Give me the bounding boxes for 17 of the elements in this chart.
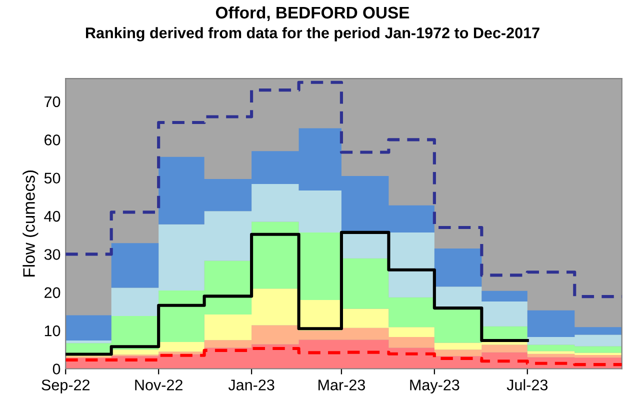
x-tick-label: May-23 xyxy=(410,380,460,394)
y-tick-label: 40 xyxy=(44,210,60,222)
y-tick-label: 20 xyxy=(44,287,60,298)
y-tick-label: 50 xyxy=(44,172,60,184)
y-tick-label: 10 xyxy=(44,325,60,336)
x-tick-label: Nov-22 xyxy=(135,380,182,390)
y-tick-label: 30 xyxy=(44,249,60,260)
x-tick-label: Jul-23 xyxy=(506,379,548,390)
x-tick-label: Sep-22 xyxy=(42,380,90,394)
y-tick-label: 60 xyxy=(44,134,60,146)
y-tick-label: 70 xyxy=(44,96,60,108)
x-tick-label: Mar-23 xyxy=(318,380,365,390)
y-axis-title: Flow (cumecs) xyxy=(22,170,38,276)
x-tick-label: Jan-23 xyxy=(228,380,274,390)
chart-subtitle: Ranking derived from data for the period Jan-1972 to Dec-2017 xyxy=(86,27,540,42)
chart-title: Offord, BEDFORD OUSE xyxy=(216,6,410,21)
y-tick-label: 0 xyxy=(52,364,60,374)
